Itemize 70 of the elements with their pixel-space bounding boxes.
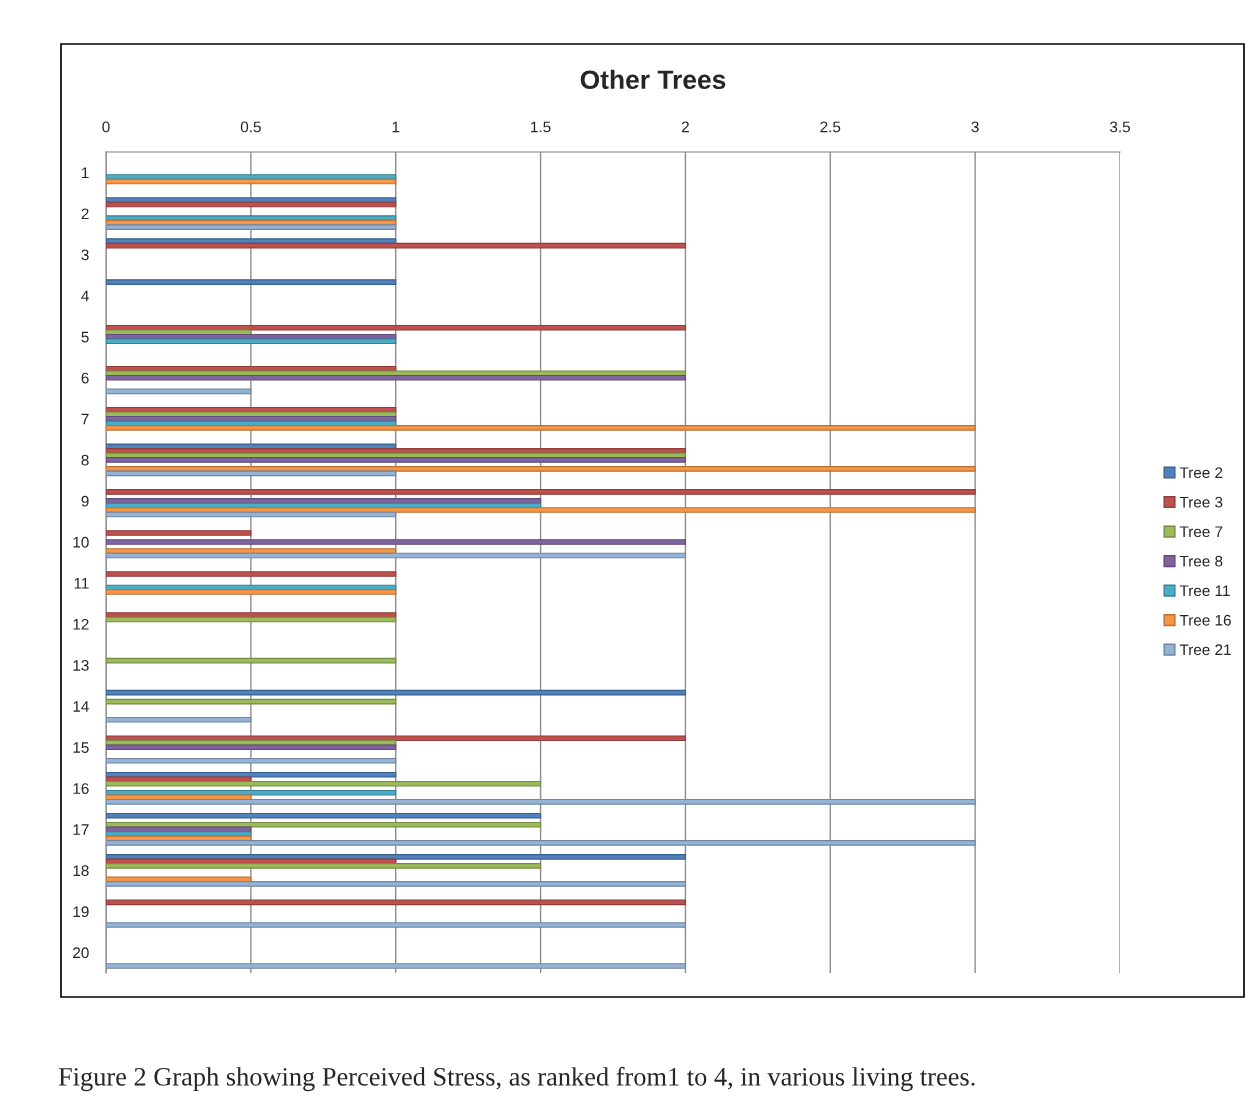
x-tick-label: 1.5 xyxy=(531,121,551,133)
y-tick-label: 11 xyxy=(74,578,89,589)
bar xyxy=(106,757,397,764)
legend-label: Tree 16 xyxy=(1179,614,1231,626)
bar xyxy=(106,242,686,249)
bar xyxy=(106,716,252,723)
bar xyxy=(106,539,686,545)
bar xyxy=(106,374,686,381)
y-tick-label: 9 xyxy=(81,495,89,507)
bar xyxy=(106,812,542,819)
bar xyxy=(106,799,976,805)
bar xyxy=(106,324,686,331)
bar xyxy=(106,388,252,395)
legend-label: Tree 21 xyxy=(1179,644,1231,656)
x-tick-label: 2.5 xyxy=(820,121,841,133)
bar xyxy=(106,689,686,696)
bar xyxy=(106,425,976,431)
bar xyxy=(106,224,397,230)
y-tick-label: 17 xyxy=(73,824,89,835)
bar xyxy=(106,571,397,577)
legend-label: Tree 11 xyxy=(1179,585,1230,597)
bar xyxy=(106,922,686,928)
bar xyxy=(106,466,976,472)
y-tick-label: 12 xyxy=(73,618,89,630)
y-tick-label: 2 xyxy=(81,208,89,220)
y-tick-label: 18 xyxy=(73,865,89,877)
bar xyxy=(106,780,542,787)
bar xyxy=(106,489,976,495)
x-tick-label: 0 xyxy=(102,121,110,133)
y-tick-label: 15 xyxy=(73,742,89,753)
x-tick-label: 3 xyxy=(971,121,979,133)
y-tick-label: 10 xyxy=(73,536,89,548)
y-tick-label: 19 xyxy=(73,906,89,918)
x-tick-label: 2 xyxy=(681,121,689,133)
chart-title: Other Trees xyxy=(580,69,726,90)
bar xyxy=(106,840,976,846)
bar xyxy=(106,657,397,664)
y-tick-label: 1 xyxy=(82,167,89,179)
y-tick-label: 8 xyxy=(81,454,89,466)
bar xyxy=(106,881,686,887)
y-tick-label: 3 xyxy=(81,249,89,261)
caption: Figure 2 Graph showing Perceived Stress, as ranked from1 to 4, in various living trees. xyxy=(58,1066,975,1092)
bar xyxy=(106,735,686,742)
y-tick-label: 7 xyxy=(81,413,89,425)
x-tick-label: 1 xyxy=(392,121,400,133)
y-tick-label: 6 xyxy=(81,372,89,384)
bar xyxy=(106,963,686,969)
legend-label: Tree 7 xyxy=(1179,526,1223,538)
y-tick-label: 16 xyxy=(73,783,89,794)
bar xyxy=(106,338,397,345)
y-tick-label: 5 xyxy=(81,331,89,343)
bar xyxy=(106,457,686,463)
bar xyxy=(106,279,397,285)
bar xyxy=(106,698,397,705)
legend-label: Tree 3 xyxy=(1179,496,1223,508)
bar xyxy=(106,821,542,828)
legend-label: Tree 2 xyxy=(1179,467,1223,479)
bar xyxy=(106,899,686,906)
y-tick-label: 13 xyxy=(73,659,89,671)
bar xyxy=(106,744,397,751)
bar xyxy=(106,507,976,513)
legend-label: Tree 8 xyxy=(1179,555,1223,567)
y-tick-label: 14 xyxy=(73,701,89,712)
x-tick-label: 3.5 xyxy=(1109,121,1130,133)
bar xyxy=(106,863,542,869)
bar xyxy=(106,589,397,595)
y-tick-label: 20 xyxy=(73,947,89,959)
bar xyxy=(106,530,252,536)
x-tick-label: 0.5 xyxy=(240,121,261,133)
y-tick-label: 4 xyxy=(81,290,89,302)
